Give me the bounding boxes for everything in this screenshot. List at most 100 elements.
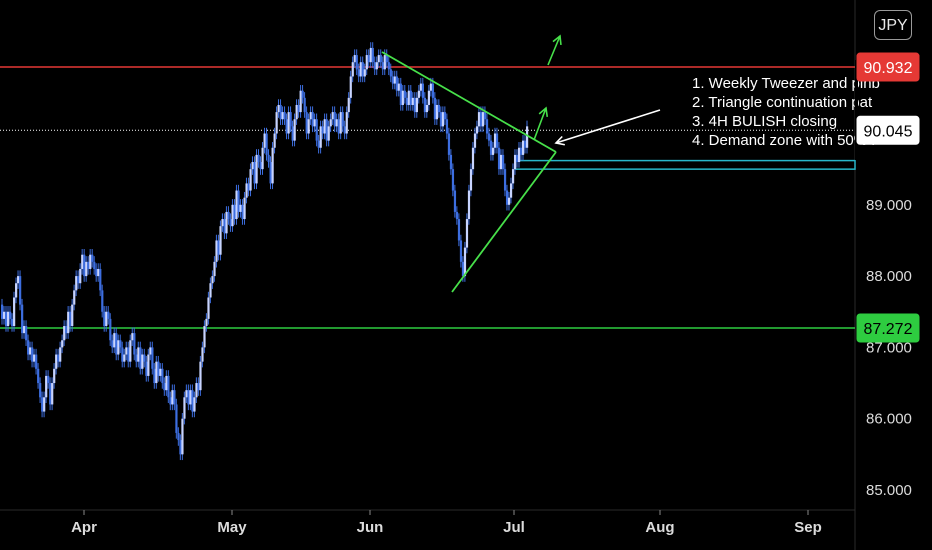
candle-body bbox=[351, 62, 354, 77]
candle-body bbox=[281, 112, 284, 120]
candle-body bbox=[213, 261, 216, 277]
triangle-upper-trendline bbox=[381, 51, 557, 153]
candle-body bbox=[307, 119, 310, 134]
candle-body bbox=[163, 383, 166, 391]
candle-body bbox=[425, 104, 429, 113]
notes-clip bbox=[855, 60, 858, 160]
candle-body bbox=[113, 333, 116, 348]
y-tick-label: 87.000 bbox=[866, 339, 912, 356]
candle-body bbox=[155, 361, 158, 384]
candle-body bbox=[145, 361, 148, 376]
candle-body bbox=[147, 354, 150, 376]
candle-body bbox=[493, 133, 497, 148]
candle-body bbox=[477, 112, 481, 127]
candle-body bbox=[277, 104, 280, 113]
candle-body bbox=[343, 126, 346, 134]
candle-body bbox=[381, 62, 384, 70]
candle-body bbox=[487, 133, 491, 141]
candle-body bbox=[461, 261, 465, 277]
candle-body bbox=[375, 62, 378, 70]
candle-body bbox=[403, 90, 406, 98]
long-target-arrow bbox=[547, 34, 562, 66]
candle-body bbox=[253, 162, 256, 184]
candle-body bbox=[263, 133, 266, 148]
candle-body bbox=[471, 147, 475, 170]
candle-body bbox=[489, 140, 493, 155]
candle-body bbox=[435, 104, 439, 120]
candle-body bbox=[63, 326, 66, 341]
candle-body bbox=[317, 140, 320, 148]
candle-body bbox=[207, 297, 210, 319]
candle-body bbox=[429, 83, 433, 91]
candle-body bbox=[69, 311, 72, 327]
candle-body bbox=[229, 219, 232, 227]
candle-body bbox=[513, 154, 517, 170]
long-target-arrow-head bbox=[552, 34, 562, 46]
candle-body bbox=[295, 104, 298, 120]
candle-body bbox=[179, 440, 182, 455]
candle-body bbox=[401, 90, 404, 105]
candle-body bbox=[7, 311, 10, 327]
candle-body bbox=[333, 112, 336, 127]
candle-body bbox=[45, 375, 48, 398]
candle-body bbox=[515, 154, 519, 163]
annotation-note: 2. Triangle continuation pat bbox=[692, 94, 873, 111]
candle-body bbox=[475, 126, 479, 134]
demand-zone bbox=[514, 159, 856, 170]
candle-body bbox=[131, 333, 134, 341]
currency-button[interactable]: JPY bbox=[874, 10, 912, 40]
candle-body bbox=[83, 254, 86, 277]
candle-body bbox=[49, 383, 52, 405]
candle-body bbox=[135, 354, 138, 362]
candle-body bbox=[523, 140, 527, 148]
candle-body bbox=[325, 119, 328, 141]
candle-body bbox=[111, 340, 114, 348]
candle-body bbox=[283, 112, 286, 120]
candle-body bbox=[143, 354, 146, 362]
candle-body bbox=[201, 347, 204, 362]
candle-body bbox=[465, 219, 469, 248]
candle-body bbox=[9, 311, 12, 319]
candle-body bbox=[21, 304, 24, 334]
candle-layer bbox=[1, 42, 529, 461]
candle-body bbox=[331, 112, 334, 120]
candle-body bbox=[73, 290, 76, 305]
candle-body bbox=[355, 55, 358, 70]
drawing-layer: 1. Weekly Tweezer and pinb 2. Triangle co… bbox=[381, 34, 880, 293]
candle-body bbox=[451, 169, 455, 191]
candle-body bbox=[151, 347, 154, 369]
candle-body bbox=[37, 368, 40, 384]
candle-body bbox=[121, 347, 124, 362]
candle-body bbox=[23, 326, 26, 334]
y-tick-label: 89.000 bbox=[866, 197, 912, 214]
candle-body bbox=[243, 197, 246, 220]
candle-body bbox=[77, 276, 80, 284]
candle-body bbox=[379, 55, 382, 63]
candle-body bbox=[269, 162, 272, 184]
candle-body bbox=[211, 276, 214, 284]
candle-body bbox=[497, 147, 501, 170]
candle-body bbox=[453, 190, 457, 212]
candle-body bbox=[71, 304, 74, 327]
candle-body bbox=[371, 47, 374, 63]
candle-body bbox=[433, 97, 437, 120]
candle-body bbox=[259, 162, 262, 170]
candle-body bbox=[445, 119, 449, 134]
candle-body bbox=[353, 55, 356, 63]
x-tick-label: Apr bbox=[71, 519, 97, 536]
candle-body bbox=[449, 154, 453, 170]
pointer-arrow bbox=[554, 109, 661, 146]
candle-body bbox=[15, 283, 18, 298]
candle-body bbox=[257, 154, 260, 163]
candle-body bbox=[273, 133, 276, 148]
candle-body bbox=[419, 83, 422, 91]
candle-body bbox=[87, 261, 90, 269]
candle-body bbox=[499, 154, 503, 170]
candle-body bbox=[139, 347, 142, 369]
candle-body bbox=[209, 283, 212, 298]
candle-body bbox=[299, 90, 302, 113]
candle-body bbox=[181, 418, 184, 455]
candle-body bbox=[439, 112, 443, 127]
candle-body bbox=[3, 311, 6, 319]
candle-body bbox=[409, 90, 412, 105]
